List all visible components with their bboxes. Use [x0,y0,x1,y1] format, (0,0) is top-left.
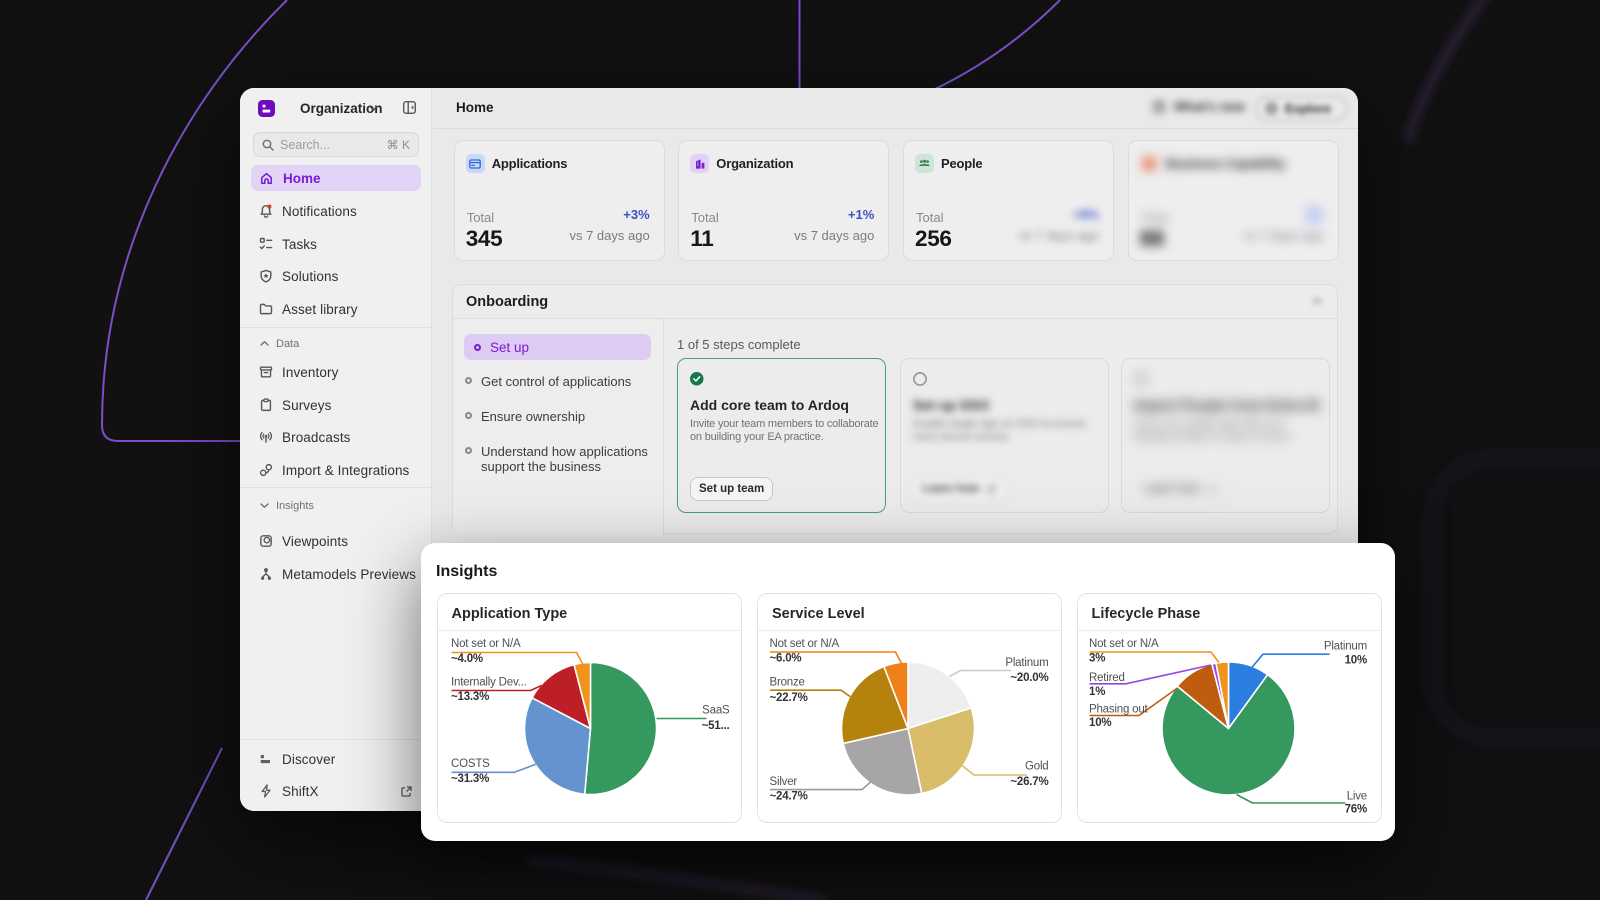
svg-text:Silver: Silver [770,776,798,788]
svg-text:10%: 10% [1344,655,1366,667]
svg-text:~22.7%: ~22.7% [770,692,808,704]
svg-text:~31.3%: ~31.3% [451,773,489,785]
svg-text:~51...: ~51... [701,720,729,732]
svg-text:Phasing out: Phasing out [1089,703,1149,715]
svg-text:~13.3%: ~13.3% [451,691,489,703]
svg-text:Not set or N/A: Not set or N/A [1089,638,1159,650]
svg-text:Internally Dev...: Internally Dev... [451,677,527,689]
svg-text:Live: Live [1346,791,1366,803]
svg-text:~6.0%: ~6.0% [770,653,802,665]
svg-text:COSTS: COSTS [451,758,490,770]
svg-text:Platinum: Platinum [1005,657,1048,669]
svg-text:Not set or N/A: Not set or N/A [770,638,840,650]
svg-text:~20.0%: ~20.0% [1010,672,1048,684]
svg-text:~24.7%: ~24.7% [770,791,808,803]
svg-text:~4.0%: ~4.0% [451,653,483,665]
svg-text:~26.7%: ~26.7% [1010,776,1048,788]
svg-text:Not set or N/A: Not set or N/A [451,638,521,650]
svg-text:Bronze: Bronze [770,677,805,689]
svg-text:3%: 3% [1089,653,1105,665]
svg-text:1%: 1% [1089,686,1105,698]
svg-text:76%: 76% [1344,803,1366,815]
svg-text:10%: 10% [1089,717,1111,729]
svg-text:Retired: Retired [1089,672,1125,684]
svg-text:Platinum: Platinum [1323,640,1366,652]
svg-text:Gold: Gold [1025,761,1049,773]
svg-text:SaaS: SaaS [702,705,730,717]
